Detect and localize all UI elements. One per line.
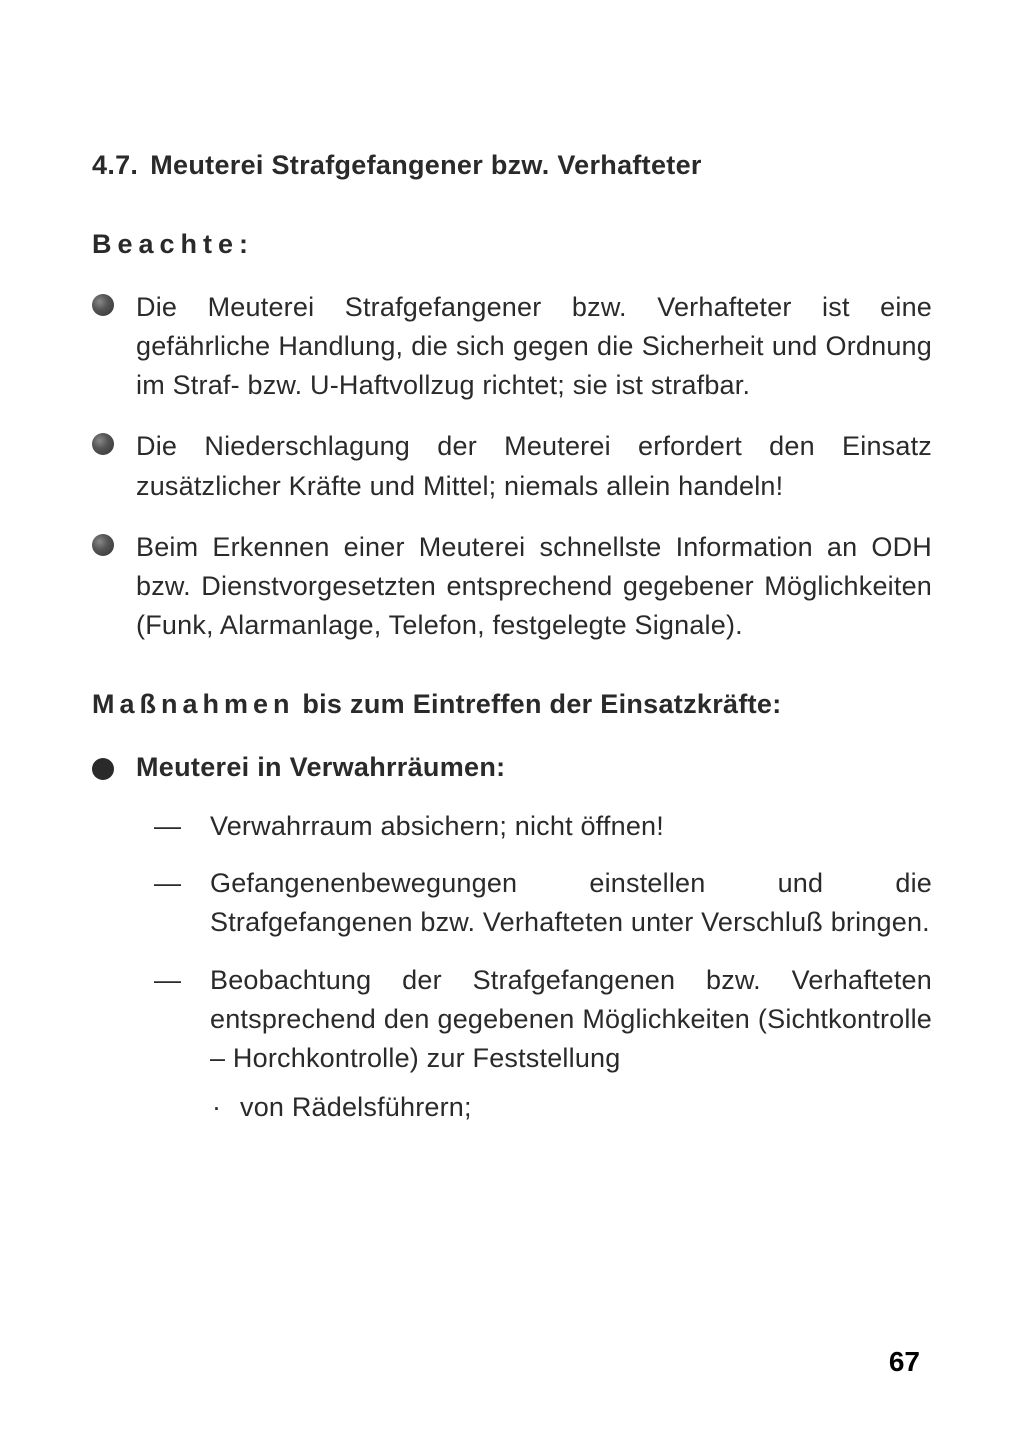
dash-item: — Beobachtung der Strafgefangenen bzw. V… bbox=[154, 961, 932, 1128]
beachte-item: Beim Erkennen einer Meuterei schnellste … bbox=[92, 528, 932, 645]
document-page: 4.7. Meuterei Strafgefangener bzw. Verhaf… bbox=[0, 0, 1024, 1205]
dash-list: — Verwahrraum absichern; nicht öffnen! —… bbox=[92, 807, 932, 1127]
section-number: 4.7. bbox=[92, 150, 138, 180]
beachte-text: Beim Erkennen einer Meuterei schnellste … bbox=[136, 532, 932, 640]
dash-icon: — bbox=[154, 961, 181, 1000]
bullet-icon bbox=[92, 294, 114, 316]
beachte-text: Die Niederschlagung der Meuterei erforde… bbox=[136, 431, 932, 500]
beachte-list: Die Meuterei Strafgefangener bzw. Verhaf… bbox=[92, 288, 932, 645]
bullet-icon bbox=[92, 534, 114, 556]
dot-icon: · bbox=[212, 1088, 221, 1127]
dash-icon: — bbox=[154, 864, 181, 903]
dash-item: — Verwahrraum absichern; nicht öffnen! bbox=[154, 807, 932, 846]
dot-text: von Rädelsführern; bbox=[240, 1092, 472, 1122]
bullet-icon bbox=[92, 433, 114, 455]
dot-item: · von Rädelsführern; bbox=[210, 1088, 932, 1127]
bullet-solid-icon bbox=[92, 758, 114, 780]
dash-text: Gefangenenbewegungen einstellen und die … bbox=[210, 868, 932, 937]
dash-text: Beobachtung der Strafgefangenen bzw. Ver… bbox=[210, 965, 932, 1073]
section-title: Meuterei Strafgefangener bzw. Verhaftete… bbox=[150, 150, 701, 180]
massnahmen-heading: Maßnahmen bis zum Eintreffen der Einsatz… bbox=[92, 689, 932, 720]
dash-icon: — bbox=[154, 807, 181, 846]
dash-item: — Gefangenenbewegungen einstellen und di… bbox=[154, 864, 932, 942]
dash-text: Verwahrraum absichern; nicht öffnen! bbox=[210, 811, 664, 841]
massnahmen-subheading: Meuterei in Verwahrräumen: bbox=[92, 752, 932, 783]
massnahmen-spaced: Maßnahmen bbox=[92, 689, 295, 719]
beachte-item: Die Niederschlagung der Meuterei erforde… bbox=[92, 427, 932, 505]
dot-list: · von Rädelsführern; bbox=[210, 1088, 932, 1127]
beachte-text: Die Meuterei Strafgefangener bzw. Verhaf… bbox=[136, 292, 932, 400]
beachte-label: Beachte: bbox=[92, 229, 932, 260]
massnahmen-rest: bis zum Eintreffen der Einsatzkräfte: bbox=[295, 689, 782, 719]
section-heading: 4.7. Meuterei Strafgefangener bzw. Verhaf… bbox=[92, 150, 932, 181]
massnahmen-subheading-text: Meuterei in Verwahrräumen: bbox=[136, 752, 505, 782]
beachte-item: Die Meuterei Strafgefangener bzw. Verhaf… bbox=[92, 288, 932, 405]
page-number: 67 bbox=[889, 1346, 920, 1378]
